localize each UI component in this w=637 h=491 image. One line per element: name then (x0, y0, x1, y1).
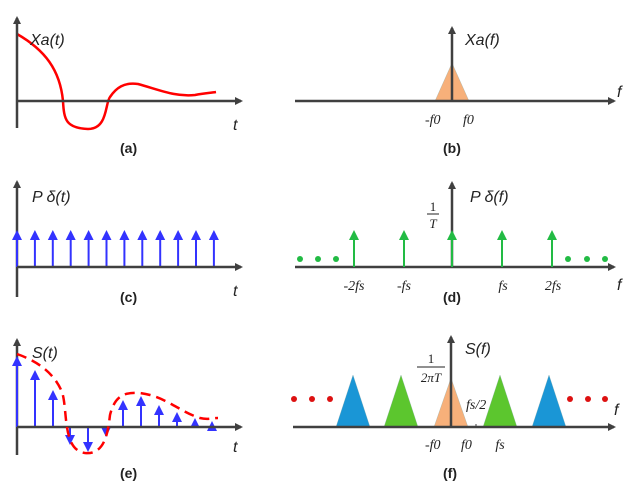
panel-a-xlabel: t (233, 117, 238, 134)
panel-f-alias-blue-right (531, 374, 567, 428)
panel-e-sample-3-head (65, 435, 75, 445)
panel-c-impulse-8-head (155, 230, 166, 240)
panel-b-tick-neg-f0: -f0 (425, 113, 441, 128)
panel-c-impulse-10-head (191, 230, 201, 240)
panel-f-amp-den: 2πT (421, 370, 442, 385)
panel-e-sample-4-head (83, 442, 93, 452)
panel-f-dots-left-2 (327, 396, 333, 402)
panel-e-caption: (e) (120, 465, 137, 481)
panel-f-tick-neg-f0: -f0 (425, 438, 441, 453)
panel-d-impulse-4-head (547, 230, 557, 240)
panel-c-caption: (c) (120, 289, 137, 305)
panel-e-sample-7-head (136, 396, 146, 406)
panel-b-caption: (b) (443, 140, 461, 156)
panel-f-alias-green-left (383, 374, 419, 428)
panel-e-xlabel: t (233, 439, 238, 456)
panel-c-impulse-5-head (101, 230, 112, 240)
panel-f-ylabel: S(f) (465, 341, 491, 358)
panel-c-impulse-4-head (83, 230, 94, 240)
panel-d-impulse-2-head (447, 230, 457, 240)
panel-c-impulse-0-head (12, 230, 22, 240)
panel-e-sample-6-head (118, 400, 128, 410)
panel-c-xlabel: t (233, 283, 238, 300)
panel-f-alias-blue-left (335, 374, 371, 428)
panel-c-impulse-7-head (137, 230, 148, 240)
panel-d-dots-right-1 (584, 256, 590, 262)
panel-c-impulse-6-head (119, 230, 130, 240)
panel-e-sample-0-head (12, 356, 22, 366)
panel-f-half-rate: fs/2 (466, 398, 486, 413)
panel-d-dots-right-0 (565, 256, 571, 262)
panel-d-ylabel: P δ(f) (470, 189, 509, 206)
panel-c-ylabel: P δ(t) (32, 189, 71, 206)
panel-c-impulse-2-head (47, 230, 58, 240)
signal-curve (16, 32, 217, 131)
panel-d-impulse-3-head (497, 230, 507, 240)
panel-c-impulse-9-head (173, 230, 184, 240)
panel-a-caption: (a) (120, 140, 137, 156)
panel-f-dots-right-0 (567, 396, 573, 402)
panel-e-sample-8-head (154, 405, 164, 415)
panel-d-dots-left-0 (297, 256, 303, 262)
panel-c-impulse-3-head (65, 230, 76, 240)
panel-f-tick-f0: f0 (461, 438, 472, 453)
panel-d-tick-neg-2fs: -2fs (344, 279, 366, 294)
panel-f-dots-left-1 (309, 396, 315, 402)
panel-e-sample-2-head (48, 390, 58, 400)
panel-f-tick-fs: fs (495, 438, 505, 453)
panel-e-ylabel: S(t) (32, 345, 58, 362)
panel-f-dots-right-1 (585, 396, 591, 402)
panel-d-xlabel: f (617, 277, 623, 294)
panel-d-dots-left-1 (315, 256, 321, 262)
panel-f-caption: (f) (443, 465, 457, 481)
panel-d-tick-2fs: 2fs (545, 279, 562, 294)
panel-b-xlabel: f (617, 84, 623, 101)
panel-b-tick-f0: f0 (463, 113, 474, 128)
panel-e-sample-9-head (172, 412, 182, 422)
panel-d-amp-den: T (429, 216, 437, 231)
panel-e-sample-10-head (190, 418, 200, 428)
panel-d-dots-right-2 (602, 256, 608, 262)
panel-d-impulse-1-head (399, 230, 409, 240)
panel-f-dots-right-2 (602, 396, 608, 402)
panel-f-amp-num: 1 (428, 351, 435, 366)
panel-c-impulse-11-head (208, 230, 219, 240)
panel-d-tick-neg-fs: -fs (397, 279, 412, 294)
panel-d-tick-fs: fs (498, 279, 508, 294)
panel-f-xlabel: f (614, 402, 620, 419)
panel-d-dots-left-2 (333, 256, 339, 262)
panel-c-impulse-1-head (29, 230, 40, 240)
envelope-dashed-curve (16, 352, 219, 455)
panel-a-ylabel: Xa(t) (29, 32, 65, 49)
panel-f-alias-green-right (482, 374, 518, 428)
panel-e-sample-1-head (30, 370, 40, 380)
panel-d-impulse-0-head (349, 230, 359, 240)
panel-b-ylabel: Xa(f) (464, 32, 500, 49)
panel-d-amp-num: 1 (430, 199, 437, 214)
panel-f-dots-left-0 (291, 396, 297, 402)
panel-d-caption: (d) (443, 289, 461, 305)
